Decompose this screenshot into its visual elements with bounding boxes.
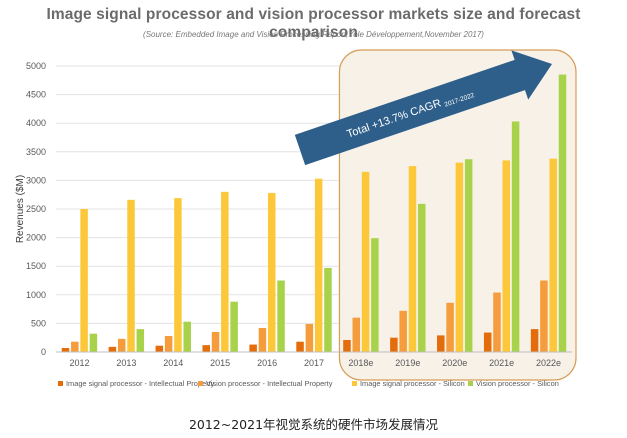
bar [305, 323, 314, 352]
axes: 0 500 1000 1500 2000 2500 3000 3500 4000 4500 5000… [15, 61, 572, 368]
x-tick-label: 2019e [395, 358, 420, 368]
x-tick-label: 2013 [116, 358, 136, 368]
bar [464, 159, 473, 352]
chart-title: Image signal processor and vision proces… [46, 6, 581, 41]
bar [540, 280, 548, 352]
bar [108, 346, 117, 352]
x-tick-label: 2018e [348, 358, 373, 368]
bar [117, 338, 126, 352]
y-tick-label: 2000 [26, 233, 46, 243]
bar [352, 317, 361, 352]
bar [127, 199, 135, 352]
bar [89, 333, 98, 352]
bar [267, 192, 276, 352]
bar [511, 121, 520, 352]
x-tick-label: 2020e [442, 358, 467, 368]
bars [61, 74, 567, 352]
bar [483, 332, 492, 352]
legend-label: Vision processor - Intellectual Property [206, 379, 333, 388]
legend-swatch [352, 381, 357, 386]
bar [174, 198, 182, 352]
bar [390, 337, 398, 352]
chart-source-note: (Source: Embedded Image and Vision Proce… [143, 30, 484, 39]
y-tick-label: 500 [31, 318, 46, 328]
y-axis-label: Revenues ($M) [15, 175, 26, 243]
x-tick-label: 2022e [536, 358, 561, 368]
bar [437, 335, 445, 352]
bar [549, 158, 557, 352]
bar [136, 329, 145, 352]
y-tick-label: 1500 [26, 261, 46, 271]
bar [530, 329, 539, 352]
bar [418, 203, 426, 352]
y-tick-label: 3000 [26, 175, 46, 185]
legend-label: Image signal processor - Intellectual Pr… [66, 379, 215, 388]
x-tick-label: 2014 [163, 358, 183, 368]
bar [183, 321, 191, 352]
bar [446, 302, 454, 352]
y-tick-label: 2500 [26, 204, 46, 214]
bar [164, 335, 173, 352]
legend-label: Vision processor - Silicon [476, 379, 559, 388]
bar [343, 339, 351, 352]
bar [211, 331, 220, 352]
y-tick-label: 1000 [26, 290, 46, 300]
legend-swatch [198, 381, 203, 386]
bar [155, 345, 164, 352]
bar [61, 347, 70, 352]
x-tick-label: 2021e [489, 358, 514, 368]
legend-swatch [468, 381, 473, 386]
y-tick-label: 4000 [26, 118, 46, 128]
bar [258, 327, 267, 352]
bar [277, 280, 285, 352]
legend-label: Image signal processor - Silicon [360, 379, 465, 388]
bar [296, 341, 304, 352]
y-tick-label: 0 [41, 347, 46, 357]
x-tick-label: 2012 [69, 358, 89, 368]
bar [71, 341, 79, 352]
bar [249, 344, 257, 352]
legend: Image signal processor - Intellectual Pr… [58, 379, 559, 388]
bar [558, 74, 567, 352]
bar [399, 310, 407, 352]
y-tick-label: 5000 [26, 61, 46, 71]
bar [230, 301, 238, 352]
y-tick-label: 4500 [26, 90, 46, 100]
legend-swatch [58, 381, 63, 386]
bar [493, 292, 501, 352]
bar [324, 267, 332, 352]
bar [221, 191, 229, 352]
bar [371, 238, 379, 352]
x-tick-label: 2016 [257, 358, 277, 368]
bar [502, 160, 511, 352]
x-tick-label: 2015 [210, 358, 230, 368]
bar [361, 171, 370, 352]
bar [80, 209, 88, 352]
cagr-arrow-body [294, 50, 552, 166]
x-tick-label: 2017 [304, 358, 324, 368]
figure-caption: 2012~2021年视觉系统的硬件市场发展情况 [188, 417, 439, 432]
bar [408, 166, 417, 352]
bar [314, 178, 323, 352]
bar [455, 162, 464, 352]
bar [202, 345, 210, 352]
y-tick-label: 3500 [26, 147, 46, 157]
